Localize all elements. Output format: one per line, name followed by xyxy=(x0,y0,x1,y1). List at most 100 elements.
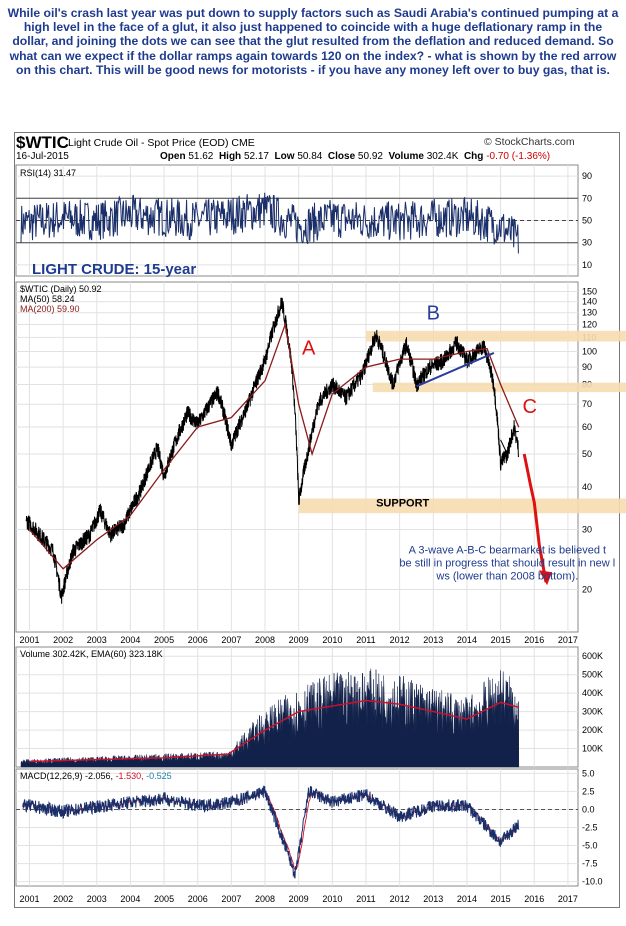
price-axis-tick-label: 120 xyxy=(582,320,597,330)
annotation-c-label: C xyxy=(522,396,536,418)
macd-x-tick-label: 2015 xyxy=(491,894,511,904)
macd-x-tick-label: 2002 xyxy=(53,894,73,904)
macd-x-tick-label: 2014 xyxy=(457,894,477,904)
high-value: 52.17 xyxy=(243,151,269,162)
volume-legend: Volume 302.42K, EMA(60) 323.18K xyxy=(20,649,163,659)
macd-x-tick-label: 2005 xyxy=(154,894,174,904)
high-label: High xyxy=(218,151,242,162)
ma200-line xyxy=(29,321,520,570)
price-x-tick-label: 2001 xyxy=(19,635,39,645)
price-axis-tick-label: 50 xyxy=(582,449,592,459)
macd-legend: MACD(12,26,9) -2.056, -1.530, -0.525 xyxy=(20,771,172,781)
projection-arrow xyxy=(522,453,548,583)
price-x-tick-label: 2005 xyxy=(154,635,174,645)
volume-value: 302.4K xyxy=(426,151,459,162)
stockcharts-watermark: © StockCharts.com xyxy=(484,136,575,148)
instrument-name: Light Crude Oil - Spot Price (EOD) CME xyxy=(68,137,255,149)
volume-axis-tick-label: 200K xyxy=(582,725,603,735)
annotation-b-label: B xyxy=(427,303,440,325)
projection-arrow-head xyxy=(539,570,553,586)
rsi-axis-tick-label: 70 xyxy=(582,193,592,203)
support-label: SUPPORT xyxy=(376,497,429,509)
price-axis-tick-label: 60 xyxy=(582,422,592,432)
rsi-axis-tick-label: 30 xyxy=(582,238,592,248)
blue-trendline xyxy=(416,352,495,388)
price-x-tick-label: 2008 xyxy=(255,635,275,645)
rsi-axis-tick-label: 10 xyxy=(582,260,592,270)
macd-axis-tick-label: 5.0 xyxy=(582,768,595,778)
macd-x-tick-label: 2009 xyxy=(289,894,309,904)
price-x-tick-label: 2002 xyxy=(53,635,73,645)
price-axis-tick-label: 30 xyxy=(582,525,592,535)
macd-x-tick-label: 2007 xyxy=(221,894,241,904)
chart-frame xyxy=(14,132,620,908)
exchange-label: CME xyxy=(231,137,255,149)
volume-axis-tick-label: 600K xyxy=(582,651,603,661)
price-axis-tick-label: 40 xyxy=(582,482,592,492)
price-axis-tick-label: 100 xyxy=(582,346,597,356)
price-x-tick-label: 2007 xyxy=(221,635,241,645)
price-x-tick-label: 2014 xyxy=(457,635,477,645)
price-x-tick-label: 2006 xyxy=(188,635,208,645)
macd-x-tick-label: 2013 xyxy=(423,894,443,904)
price-x-tick-label: 2010 xyxy=(322,635,342,645)
close-value: 50.92 xyxy=(357,151,383,162)
price-x-tick-label: 2017 xyxy=(558,635,578,645)
price-axis-tick-label: 130 xyxy=(582,308,597,318)
rsi-legend: RSI(14) 31.47 xyxy=(20,168,76,178)
volume-axis-tick-label: 500K xyxy=(582,670,603,680)
price-x-tick-label: 2012 xyxy=(390,635,410,645)
rsi-axis-tick-label: 50 xyxy=(582,216,592,226)
chart-date: 16-Jul-2015 xyxy=(16,151,69,162)
price-axis-tick-label: 140 xyxy=(582,297,597,307)
price-panel-title: LIGHT CRUDE: 15-year xyxy=(32,261,196,278)
low-value: 50.84 xyxy=(297,151,323,162)
macd-x-tick-label: 2011 xyxy=(356,894,375,904)
open-label: Open xyxy=(160,151,186,162)
volume-axis-tick-label: 300K xyxy=(582,707,603,717)
rsi-axis-tick-label: 90 xyxy=(582,171,592,181)
price-axis-tick-label: 150 xyxy=(582,287,597,297)
ohlc-readout: Open 51.62 High 52.17 Low 50.84 Close 50… xyxy=(160,151,550,162)
macd-x-tick-label: 2012 xyxy=(390,894,410,904)
open-value: 51.62 xyxy=(188,151,214,162)
price-x-tick-label: 2009 xyxy=(289,635,309,645)
macd-axis-tick-label: 0.0 xyxy=(582,804,595,814)
price-x-tick-label: 2013 xyxy=(423,635,443,645)
bearmarket-note-line: be still in progress that should result … xyxy=(399,558,615,570)
macd-x-tick-label: 2016 xyxy=(524,894,544,904)
price-axis-tick-label: 70 xyxy=(582,399,592,409)
macd-line xyxy=(22,785,520,879)
macd-x-tick-label: 2008 xyxy=(255,894,275,904)
price-axis-tick-label: 90 xyxy=(582,362,592,372)
volume-ema-line xyxy=(29,699,519,763)
ma50-line xyxy=(500,430,519,456)
macd-x-tick-label: 2004 xyxy=(120,894,140,904)
support-band xyxy=(298,498,626,514)
macd-axis-tick-label: -5.0 xyxy=(582,841,598,851)
price-x-tick-label: 2015 xyxy=(491,635,511,645)
macd-axis-tick-label: -2.5 xyxy=(582,823,598,833)
macd-x-tick-label: 2003 xyxy=(87,894,107,904)
price-legend-ma50: MA(50) 58.24 xyxy=(20,294,75,304)
resistance-band-80 xyxy=(372,382,626,393)
bearmarket-note-line: ws (lower than 2008 bottom). xyxy=(435,571,578,583)
macd-x-tick-label: 2006 xyxy=(188,894,208,904)
price-legend-wtic: $WTIC (Daily) 50.92 xyxy=(20,284,102,294)
instrument-title: Light Crude Oil - Spot Price (EOD) xyxy=(68,137,229,149)
bearmarket-note-line: A 3-wave A-B-C bearmarket is believed t xyxy=(409,545,606,557)
resistance-band-110 xyxy=(365,330,626,342)
macd-x-tick-label: 2010 xyxy=(322,894,342,904)
price-x-tick-label: 2011 xyxy=(356,635,375,645)
price-series-line xyxy=(25,297,520,604)
annotation-a-label: A xyxy=(302,337,316,359)
volume-label: Volume xyxy=(388,151,424,162)
symbol-label: $WTIC xyxy=(16,133,69,152)
commentary-text: While oil's crash last year was put down… xyxy=(7,6,619,77)
price-axis-tick-label: 20 xyxy=(582,584,592,594)
macd-x-tick-label: 2017 xyxy=(558,894,578,904)
close-label: Close xyxy=(327,151,356,162)
macd-axis-tick-label: -7.5 xyxy=(582,859,598,869)
volume-axis-tick-label: 100K xyxy=(582,744,603,754)
